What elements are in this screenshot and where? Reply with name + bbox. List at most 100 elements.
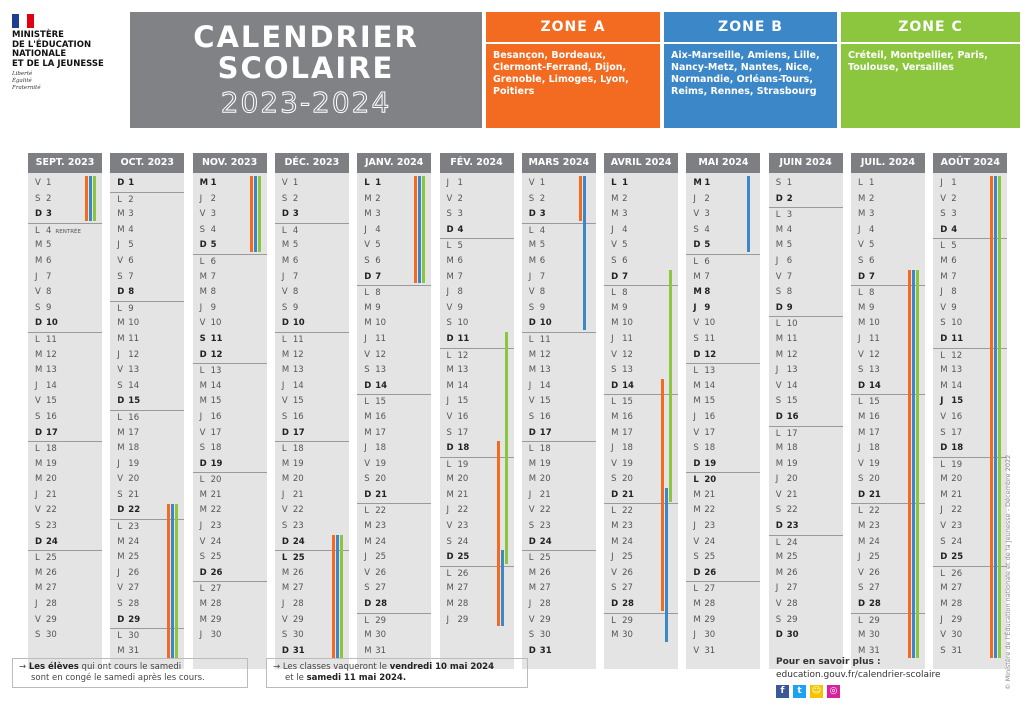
day-letter: V: [940, 302, 947, 313]
month-header: SEPT. 2023: [28, 153, 102, 173]
day-row: V 24: [686, 535, 760, 551]
day-number: 13: [46, 365, 57, 376]
day-number: 24: [869, 536, 880, 547]
day-row: M 12: [522, 348, 596, 364]
day-number: 5: [869, 240, 875, 251]
month-column: NOV. 2023 M 1 J 2 V 3 S 4 D 5 L 6 M 7 M 8 J 9 V 10 S 11 D 12 L 13 M…: [192, 153, 267, 669]
vacation-bar-zone-b: [89, 176, 92, 221]
day-row: L 15: [604, 394, 679, 410]
day-letter: M: [364, 302, 372, 313]
day-number: 13: [210, 366, 222, 377]
day-letter: S: [281, 630, 288, 641]
day-number: 15: [704, 396, 716, 407]
day-letter: M: [364, 645, 372, 656]
day-letter: M: [775, 333, 784, 344]
day-number: 17: [210, 427, 222, 438]
day-number: 9: [375, 302, 381, 313]
day-row: M 25: [110, 550, 184, 566]
day-number: 27: [622, 583, 633, 594]
day-row: S 20: [604, 472, 678, 488]
day-number: 10: [951, 318, 963, 329]
facebook-icon[interactable]: f: [776, 685, 789, 698]
day-letter: M: [281, 583, 290, 594]
more-info-link[interactable]: education.gouv.fr/calendrier-scolaire: [776, 670, 941, 680]
day-letter: S: [199, 552, 205, 563]
day-letter: M: [528, 567, 537, 578]
day-row: L 24: [768, 534, 843, 551]
day-row: S 15: [769, 394, 843, 410]
day-number: 23: [869, 521, 880, 532]
day-number: 4: [128, 224, 134, 235]
day-letter: V: [364, 240, 371, 251]
day-number: 6: [46, 255, 52, 266]
day-letter: M: [117, 645, 125, 656]
day-number: 12: [128, 349, 140, 360]
social-links: f t ☺ ◎: [776, 685, 941, 698]
day-row: M 24: [604, 535, 678, 551]
day-row: D 12: [686, 348, 760, 364]
day-letter: S: [35, 630, 41, 641]
day-letter: M: [528, 583, 537, 594]
day-row: S 11: [686, 332, 760, 348]
day-row: S 30: [275, 628, 349, 644]
day-letter: S: [117, 271, 123, 282]
day-letter: V: [858, 349, 864, 360]
day-number: 4: [869, 224, 875, 235]
day-number: 1: [210, 178, 217, 188]
twitter-icon[interactable]: t: [793, 685, 806, 698]
vacation-bar-zone-a: [990, 176, 994, 658]
day-row: V 15: [275, 394, 349, 410]
day-letter: S: [446, 209, 452, 220]
snapchat-icon[interactable]: ☺: [810, 685, 823, 698]
day-number: 31: [128, 645, 140, 656]
day-number: 28: [622, 599, 634, 610]
day-number: 4: [375, 224, 381, 235]
day-letter: D: [611, 271, 619, 282]
day-row: J 21: [275, 488, 349, 504]
day-number: 21: [951, 489, 963, 500]
day-number: 3: [704, 209, 710, 220]
day-letter: J: [775, 255, 779, 266]
day-letter: D: [35, 536, 43, 547]
day-letter: M: [775, 552, 784, 563]
day-letter: M: [693, 178, 702, 188]
month-header: JANV. 2024: [357, 153, 432, 173]
day-letter: L: [775, 319, 781, 330]
day-letter: J: [364, 224, 367, 235]
day-letter: J: [199, 630, 203, 641]
day-letter: V: [117, 583, 124, 594]
day-number: 28: [292, 599, 304, 610]
day-letter: V: [281, 614, 288, 625]
day-number: 25: [786, 552, 798, 563]
day-letter: V: [611, 458, 617, 469]
day-row: J 28: [522, 597, 596, 613]
day-row: D 17: [522, 426, 596, 442]
day-row: L 10: [768, 316, 843, 332]
day-row: D 17: [28, 426, 102, 442]
day-row: S 28: [110, 597, 184, 613]
month-column: SEPT. 2023 V 1 S 2 D 3 L 4 RENTRÉE M 5 M 6 J 7 V 8 S 9 D 10 L 1…: [28, 153, 102, 669]
day-letter: V: [693, 536, 700, 547]
day-row: S 27: [851, 581, 925, 597]
day-letter: M: [281, 365, 290, 376]
day-letter: L: [611, 615, 616, 626]
day-letter: M: [35, 240, 43, 251]
day-row: D 19: [686, 457, 760, 473]
day-number: 8: [704, 287, 711, 298]
day-letter: M: [940, 599, 948, 610]
day-row: J 21: [28, 488, 102, 504]
instagram-icon[interactable]: ◎: [827, 685, 840, 698]
day-number: 23: [786, 521, 799, 532]
day-letter: M: [940, 380, 948, 391]
